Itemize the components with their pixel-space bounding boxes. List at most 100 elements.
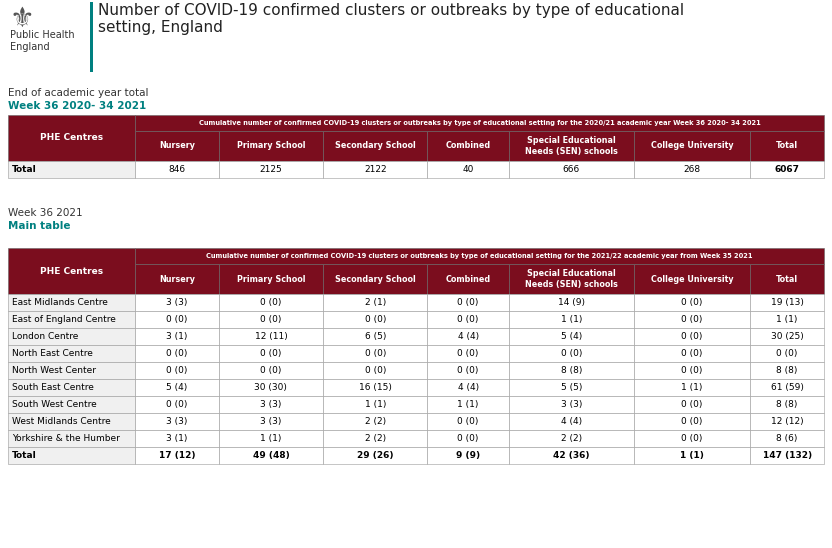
Bar [135,294,219,311]
Text: 5 (4): 5 (4) [166,383,187,392]
Text: 0 (0): 0 (0) [166,315,187,324]
Text: 2 (2): 2 (2) [364,417,386,426]
Bar [634,362,750,379]
Text: 5 (5): 5 (5) [561,383,582,392]
Text: Total: Total [776,275,798,283]
Text: 0 (0): 0 (0) [458,366,479,375]
Bar [634,379,750,396]
Text: 3 (3): 3 (3) [166,298,187,307]
Text: 8 (8): 8 (8) [776,366,798,375]
Text: 42 (36): 42 (36) [553,451,590,460]
Bar [509,362,634,379]
Bar [634,345,750,362]
Bar [8,311,135,328]
Bar [634,447,750,464]
Text: 0 (0): 0 (0) [166,366,187,375]
Bar [634,413,750,430]
Bar [219,311,323,328]
Bar [8,413,135,430]
Text: 14 (9): 14 (9) [557,298,585,307]
Text: Total: Total [12,451,37,460]
Bar [509,430,634,447]
Text: 1 (1): 1 (1) [260,434,281,443]
Bar [634,311,750,328]
Bar [219,430,323,447]
Text: 2 (2): 2 (2) [364,434,386,443]
Bar [634,396,750,413]
Bar [509,447,634,464]
Text: 0 (0): 0 (0) [681,315,703,324]
Text: College University: College University [651,275,733,283]
Bar [135,430,219,447]
Bar [428,131,509,161]
Bar [634,264,750,294]
Bar [323,345,428,362]
Text: 0 (0): 0 (0) [776,349,798,358]
Bar [323,294,428,311]
Text: 40: 40 [463,165,473,174]
Text: 17 (12): 17 (12) [159,451,196,460]
Text: 4 (4): 4 (4) [458,332,478,341]
Text: Week 36 2021: Week 36 2021 [8,208,82,218]
Text: 3 (3): 3 (3) [260,417,281,426]
Bar [8,447,135,464]
Bar [428,294,509,311]
Bar [219,294,323,311]
Bar [750,379,824,396]
Text: 19 (13): 19 (13) [770,298,804,307]
Text: 846: 846 [168,165,186,174]
Bar [8,248,135,294]
Text: Total: Total [12,165,37,174]
Text: 2122: 2122 [364,165,387,174]
Text: 49 (48): 49 (48) [253,451,290,460]
Text: Yorkshire & the Humber: Yorkshire & the Humber [12,434,120,443]
Bar [509,328,634,345]
Text: 0 (0): 0 (0) [166,349,187,358]
Bar [219,328,323,345]
Text: 3 (3): 3 (3) [561,400,582,409]
Text: 0 (0): 0 (0) [260,315,281,324]
Bar [8,396,135,413]
Text: Number of COVID-19 confirmed clusters or outbreaks by type of educational
settin: Number of COVID-19 confirmed clusters or… [98,3,684,36]
Text: 1 (1): 1 (1) [458,400,479,409]
Text: 0 (0): 0 (0) [166,400,187,409]
Text: 8 (8): 8 (8) [776,400,798,409]
Bar [219,447,323,464]
Bar [90,2,93,72]
Text: 0 (0): 0 (0) [364,366,386,375]
Text: 0 (0): 0 (0) [364,315,386,324]
Bar [634,294,750,311]
Text: 0 (0): 0 (0) [364,349,386,358]
Text: Week 36 2020- 34 2021: Week 36 2020- 34 2021 [8,101,146,111]
Bar [509,311,634,328]
Bar [634,161,750,178]
Bar [219,131,323,161]
Bar [8,430,135,447]
Bar [509,264,634,294]
Bar [750,447,824,464]
Text: 3 (1): 3 (1) [166,332,187,341]
Bar [323,413,428,430]
Bar [135,328,219,345]
Text: 0 (0): 0 (0) [681,332,703,341]
Text: 1 (1): 1 (1) [776,315,798,324]
Text: Combined: Combined [446,141,491,151]
Text: 0 (0): 0 (0) [260,298,281,307]
Bar [509,161,634,178]
Bar [509,396,634,413]
Bar [135,379,219,396]
Text: 16 (15): 16 (15) [359,383,392,392]
Text: 0 (0): 0 (0) [458,349,479,358]
Bar [135,264,219,294]
Text: 3 (1): 3 (1) [166,434,187,443]
Text: 0 (0): 0 (0) [681,434,703,443]
Bar [135,413,219,430]
Text: 6067: 6067 [775,165,800,174]
Text: Public Health
England: Public Health England [10,30,75,52]
Text: 1 (1): 1 (1) [561,315,582,324]
Bar [428,345,509,362]
Text: Primary School: Primary School [236,141,305,151]
Text: East Midlands Centre: East Midlands Centre [12,298,108,307]
Text: 5 (4): 5 (4) [561,332,582,341]
Text: 1 (1): 1 (1) [680,451,704,460]
